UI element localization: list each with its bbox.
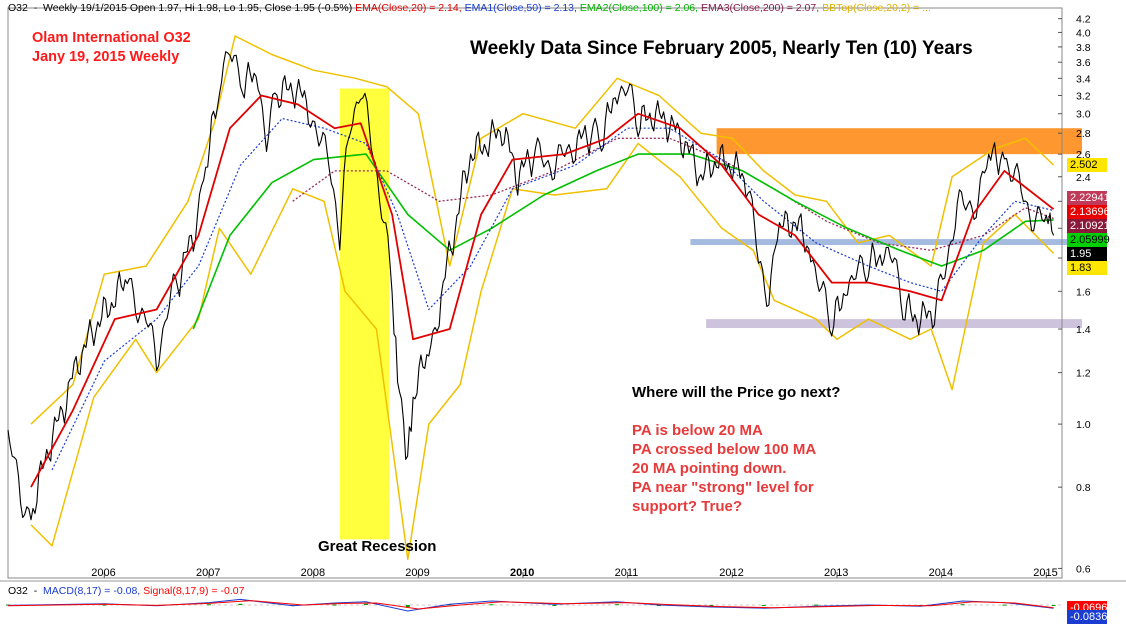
price-tag: 2.05999 <box>1067 232 1110 247</box>
note-line-5: support? True? <box>632 498 742 515</box>
chart-header: O32 - Weekly 19/1/2015 Open 1.97, Hi 1.9… <box>8 2 931 14</box>
x-tick-label: 2014 <box>929 567 953 579</box>
macd-hist-bar <box>1051 605 1056 606</box>
x-tick-label: 2011 <box>615 567 639 579</box>
macd-header: O32 - MACD(8,17) = -0.08, Signal(8,17,9)… <box>8 585 245 597</box>
note-line-3: 20 MA pointing down. <box>632 460 787 477</box>
header-ema50: EMA1(Close,50) = 2.13, <box>464 2 577 14</box>
macd-value: MACD(8,17) = -0.08, <box>43 585 141 597</box>
x-tick-label: 2008 <box>301 567 325 579</box>
x-tick-label: 2006 <box>91 567 115 579</box>
header-ema200: EMA3(Close,200) = 2.07, <box>700 2 820 14</box>
price-line <box>7 51 1055 521</box>
y-tick-label: 0.8 <box>1076 482 1091 494</box>
y-tick-label: 0.6 <box>1076 563 1091 575</box>
macd-hist-bar <box>761 605 766 606</box>
macd-hist-bar <box>363 603 368 605</box>
support_low-band <box>706 319 1082 329</box>
note-line-2: PA crossed below 100 MA <box>632 441 817 458</box>
macd-tag: -0.08368 <box>1067 610 1113 624</box>
y-tick-label: 4.2 <box>1076 14 1091 26</box>
header-ticker: O32 <box>8 2 28 14</box>
macd-hist-bar <box>615 604 620 606</box>
x-tick-label: 2007 <box>196 567 220 579</box>
y-tick-label: 2.4 <box>1076 172 1091 184</box>
x-tick-label: 2012 <box>719 567 743 579</box>
macd-hist-bar <box>102 604 107 606</box>
chart-title: Weekly Data Since February 2005, Nearly … <box>470 38 973 59</box>
y-tick-label: 4.0 <box>1076 27 1091 39</box>
header-ema20: EMA(Close,20) = 2.14, <box>355 2 462 14</box>
y-tick-label: 2.8 <box>1076 128 1091 140</box>
resistance-band <box>716 128 1082 155</box>
price-tag: 2.502 <box>1067 157 1107 172</box>
macd-hist-bar <box>206 604 211 606</box>
x-tick-label: 2015 <box>1033 567 1057 579</box>
y-tick-label: 3.0 <box>1076 109 1091 121</box>
y-tick-label: 1.2 <box>1076 368 1091 380</box>
x-tick-label: 2010 <box>510 567 534 579</box>
x-tick-label: 2009 <box>405 567 429 579</box>
macd-hist-bar <box>489 604 494 606</box>
y-tick-label: 1.4 <box>1076 324 1091 336</box>
ema20-line <box>30 94 1055 488</box>
y-tick-label: 3.4 <box>1076 73 1091 85</box>
ema100-line <box>192 153 1054 330</box>
price-tag: 2.13696 <box>1067 204 1110 219</box>
macd-hist-bar <box>960 604 965 606</box>
note-line-1: PA is below 20 MA <box>632 422 763 439</box>
company-date: Jany 19, 2015 Weekly <box>32 49 180 65</box>
macd-hist-bar <box>1002 604 1007 606</box>
recession-label: Great Recession <box>318 538 437 555</box>
price-tag: 2.22941 <box>1067 190 1110 205</box>
bollinger-upper-line <box>30 35 1055 425</box>
macd-signal: Signal(8,17,9) = -0.07 <box>143 585 245 597</box>
macd-hist-bar <box>552 605 557 606</box>
macd-hist-bar <box>238 603 243 605</box>
company-name: Olam International O32 <box>32 30 191 46</box>
macd-hist-bar <box>709 605 714 606</box>
macd-hist-bar <box>814 604 819 606</box>
y-tick-label: 3.2 <box>1076 90 1091 102</box>
support_mid-band <box>690 239 1082 245</box>
header-ema100: EMA2(Close,100) = 2.06, <box>579 2 699 14</box>
macd-hist-bar <box>332 604 337 606</box>
note-line-4: PA near "strong" level for <box>632 479 814 496</box>
macd-hist-bar <box>405 605 410 607</box>
price-tag: 2.10921 <box>1067 218 1110 233</box>
y-tick-label: 3.8 <box>1076 42 1091 54</box>
ema50-line <box>51 117 1054 471</box>
y-tick-label: 1.6 <box>1076 286 1091 298</box>
x-tick-label: 2013 <box>824 567 848 579</box>
macd-ticker: O32 <box>8 585 28 597</box>
highlight-bands <box>339 88 1082 540</box>
signal-line <box>7 600 1054 610</box>
y-tick-label: 3.6 <box>1076 57 1091 69</box>
plot-frame <box>7 7 1063 579</box>
header-bb: BBTop(Close,20,2) = ... <box>822 2 931 14</box>
macd-panel <box>0 580 1126 612</box>
y-tick-label: 1.0 <box>1076 419 1091 431</box>
price-tag: 1.83 <box>1067 260 1107 275</box>
series-lines <box>7 35 1055 560</box>
price-tag: 1.95 <box>1067 246 1107 261</box>
header-bar-info: Weekly 19/1/2015 Open 1.97, Hi 1.98, Lo … <box>43 2 353 14</box>
question-text: Where will the Price go next? <box>632 384 841 401</box>
axis-ticks: 0.60.81.01.21.41.61.82.02.22.42.62.83.03… <box>7 7 1091 579</box>
